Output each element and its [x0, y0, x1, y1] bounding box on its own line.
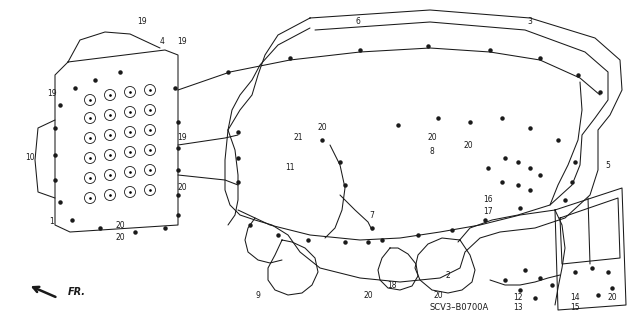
- Text: 10: 10: [25, 153, 35, 162]
- Text: 20: 20: [363, 291, 373, 300]
- Text: 19: 19: [177, 38, 187, 47]
- Text: 17: 17: [483, 207, 493, 217]
- Text: 20: 20: [115, 234, 125, 242]
- Text: 18: 18: [387, 280, 397, 290]
- Text: 20: 20: [177, 183, 187, 192]
- Text: 20: 20: [317, 123, 327, 132]
- Text: 20: 20: [115, 220, 125, 229]
- Text: 15: 15: [570, 303, 580, 313]
- Text: 12: 12: [513, 293, 523, 302]
- Text: 20: 20: [607, 293, 617, 302]
- Text: 19: 19: [47, 90, 57, 99]
- Text: 21: 21: [293, 133, 303, 143]
- Text: 4: 4: [159, 38, 164, 47]
- Text: 1: 1: [50, 218, 54, 226]
- Text: 20: 20: [463, 140, 473, 150]
- Text: 9: 9: [255, 291, 260, 300]
- Text: 8: 8: [429, 147, 435, 157]
- Text: 5: 5: [605, 160, 611, 169]
- Text: SCV3–B0700A: SCV3–B0700A: [430, 303, 489, 313]
- Text: 14: 14: [570, 293, 580, 302]
- Text: 2: 2: [445, 271, 451, 279]
- Text: 16: 16: [483, 196, 493, 204]
- Text: 7: 7: [369, 211, 374, 219]
- Text: 20: 20: [427, 133, 437, 143]
- Text: FR.: FR.: [68, 287, 86, 297]
- Text: 3: 3: [527, 18, 532, 26]
- Text: 13: 13: [513, 303, 523, 313]
- Text: 20: 20: [433, 291, 443, 300]
- Text: 6: 6: [356, 18, 360, 26]
- Text: 11: 11: [285, 164, 295, 173]
- Text: 19: 19: [137, 18, 147, 26]
- Text: 19: 19: [177, 133, 187, 143]
